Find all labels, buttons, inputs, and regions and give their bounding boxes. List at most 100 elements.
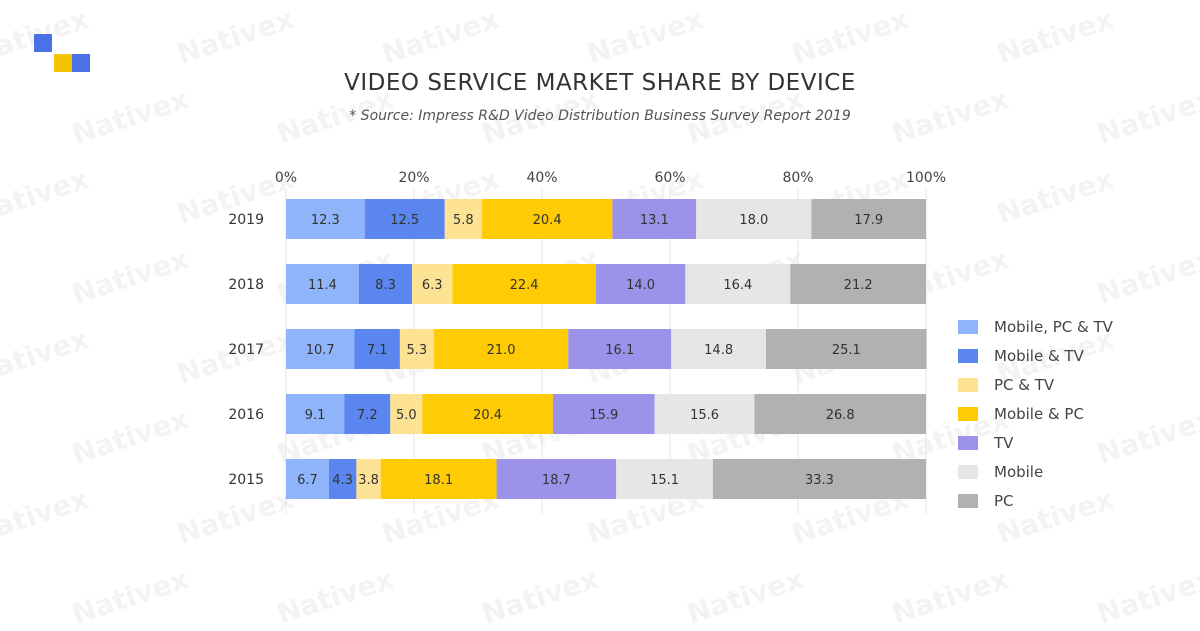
data-label: 15.9 bbox=[589, 408, 618, 423]
data-label: 9.1 bbox=[305, 408, 326, 423]
legend-label: Mobile, PC & TV bbox=[994, 317, 1113, 336]
bar-segment bbox=[422, 394, 553, 434]
data-label: 21.2 bbox=[844, 278, 873, 293]
bar-segment bbox=[616, 459, 713, 499]
legend-swatch bbox=[958, 319, 978, 334]
x-tick-label: 20% bbox=[398, 170, 429, 186]
chart-legend: Mobile, PC & TV Mobile & TV PC & TV Mobile … bbox=[958, 312, 1113, 515]
bar-segment bbox=[444, 199, 482, 239]
data-label: 20.4 bbox=[473, 408, 502, 423]
bar-segment bbox=[766, 329, 927, 369]
bar-segment bbox=[286, 459, 329, 499]
bar-segment bbox=[790, 264, 926, 304]
bar-segment bbox=[496, 459, 617, 499]
bar-segment bbox=[671, 329, 766, 369]
bar-segment bbox=[354, 329, 400, 369]
data-label: 16.1 bbox=[605, 343, 634, 358]
legend-swatch bbox=[958, 493, 978, 508]
data-label: 6.7 bbox=[297, 473, 318, 488]
data-label: 18.1 bbox=[424, 473, 453, 488]
legend-item: Mobile & TV bbox=[958, 341, 1113, 370]
legend-item: Mobile & PC bbox=[958, 399, 1113, 428]
y-category-label: 2015 bbox=[228, 472, 264, 488]
bar-segment bbox=[328, 459, 357, 499]
legend-item: PC bbox=[958, 486, 1113, 515]
data-label: 18.7 bbox=[542, 473, 571, 488]
bar-segment bbox=[685, 264, 791, 304]
x-tick-label: 0% bbox=[275, 170, 297, 186]
legend-swatch bbox=[958, 348, 978, 363]
legend-item: Mobile, PC & TV bbox=[958, 312, 1113, 341]
bar-segment bbox=[712, 459, 926, 499]
data-label: 17.9 bbox=[854, 213, 883, 228]
bar-segment bbox=[696, 199, 812, 239]
data-label: 5.3 bbox=[407, 343, 428, 358]
x-tick-label: 100% bbox=[906, 170, 946, 186]
bar-segment bbox=[811, 199, 926, 239]
bar-segment bbox=[286, 264, 359, 304]
bar-segment bbox=[358, 264, 413, 304]
data-label: 6.3 bbox=[422, 278, 443, 293]
data-label: 26.8 bbox=[826, 408, 855, 423]
chart-subtitle: * Source: Impress R&D Video Distribution… bbox=[349, 108, 851, 124]
data-label: 10.7 bbox=[306, 343, 335, 358]
logo-square-bottom bbox=[72, 54, 90, 72]
logo-square-yellow bbox=[54, 54, 72, 72]
data-label: 13.1 bbox=[640, 213, 669, 228]
bar-segment bbox=[286, 394, 345, 434]
data-label: 7.1 bbox=[367, 343, 388, 358]
data-label: 12.3 bbox=[311, 213, 340, 228]
legend-item: PC & TV bbox=[958, 370, 1113, 399]
y-category-label: 2018 bbox=[228, 277, 264, 293]
bar-segment bbox=[286, 329, 355, 369]
bar-segment bbox=[399, 329, 434, 369]
legend-swatch bbox=[958, 464, 978, 479]
data-label: 16.4 bbox=[723, 278, 752, 293]
data-label: 3.8 bbox=[358, 473, 379, 488]
y-category-label: 2016 bbox=[228, 407, 264, 423]
chart-title: VIDEO SERVICE MARKET SHARE BY DEVICE bbox=[344, 70, 856, 96]
data-label: 5.0 bbox=[396, 408, 417, 423]
data-label: 4.3 bbox=[332, 473, 353, 488]
legend-swatch bbox=[958, 406, 978, 421]
data-label: 12.5 bbox=[390, 213, 419, 228]
bar-segment bbox=[380, 459, 497, 499]
legend-swatch bbox=[958, 435, 978, 450]
x-tick-label: 60% bbox=[654, 170, 685, 186]
data-label: 11.4 bbox=[308, 278, 337, 293]
bar-segment bbox=[390, 394, 423, 434]
x-tick-label: 80% bbox=[782, 170, 813, 186]
brand-logo bbox=[34, 34, 92, 74]
bar-segment bbox=[612, 199, 697, 239]
data-label: 18.0 bbox=[739, 213, 768, 228]
data-label: 15.1 bbox=[650, 473, 679, 488]
bar-segment bbox=[364, 199, 445, 239]
legend-label: Mobile bbox=[994, 462, 1044, 481]
data-label: 8.3 bbox=[375, 278, 396, 293]
x-tick-label: 40% bbox=[526, 170, 557, 186]
bar-segment bbox=[356, 459, 381, 499]
bar-segment bbox=[754, 394, 926, 434]
bar-segment bbox=[286, 199, 365, 239]
y-category-label: 2017 bbox=[228, 342, 264, 358]
legend-label: Mobile & PC bbox=[994, 404, 1084, 423]
y-category-label: 2019 bbox=[228, 212, 264, 228]
legend-item: Mobile bbox=[958, 457, 1113, 486]
legend-item: TV bbox=[958, 428, 1113, 457]
logo-square-top bbox=[34, 34, 52, 52]
bar-segment bbox=[344, 394, 391, 434]
data-label: 22.4 bbox=[510, 278, 539, 293]
bar-segment bbox=[595, 264, 686, 304]
legend-swatch bbox=[958, 377, 978, 392]
data-label: 7.2 bbox=[357, 408, 378, 423]
bar-segment bbox=[481, 199, 613, 239]
data-label: 33.3 bbox=[805, 473, 834, 488]
bar-segment bbox=[433, 329, 569, 369]
legend-label: PC bbox=[994, 491, 1014, 510]
data-label: 5.8 bbox=[453, 213, 474, 228]
legend-label: Mobile & TV bbox=[994, 346, 1084, 365]
data-label: 14.0 bbox=[626, 278, 655, 293]
bar-segment bbox=[452, 264, 596, 304]
legend-label: TV bbox=[994, 433, 1014, 452]
bar-segment bbox=[654, 394, 755, 434]
